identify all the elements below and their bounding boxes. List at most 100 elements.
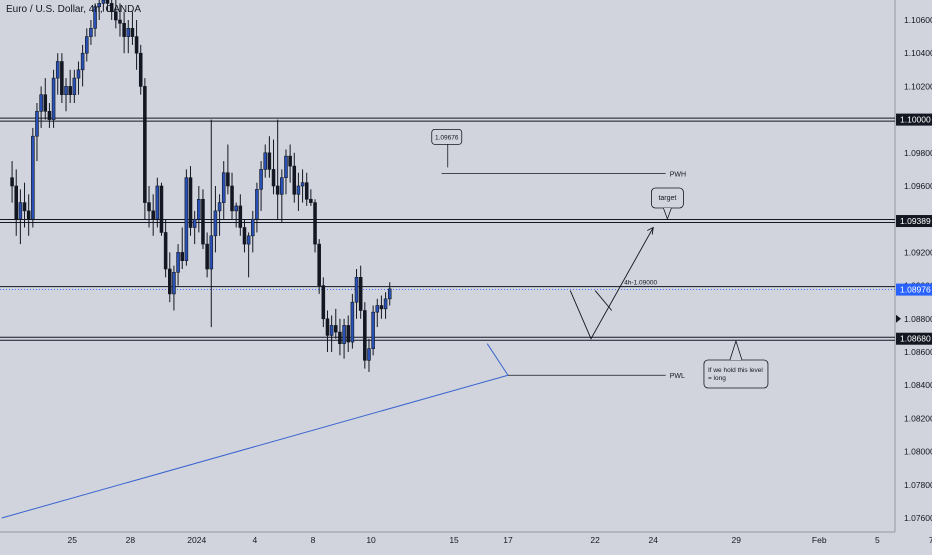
pwl-label: PWL	[670, 373, 685, 380]
hold-callout-label-line1: If we hold this level	[708, 367, 763, 374]
level-price-label: 1.08680	[900, 334, 931, 344]
x-tick-label: 25	[68, 535, 78, 545]
candle-body	[93, 6, 97, 29]
candle-body	[97, 3, 102, 8]
candle-body	[168, 268, 172, 295]
y-tick-label: 1.08200	[904, 413, 932, 423]
candle-body	[209, 235, 214, 270]
hold-callout-label-line2: = long	[708, 375, 726, 382]
candle-body	[14, 185, 19, 220]
x-tick-label: 22	[590, 535, 600, 545]
candle-body	[138, 52, 143, 87]
candle-body	[109, 3, 114, 13]
candle-body	[342, 325, 346, 345]
projection-path	[569, 227, 654, 340]
level-4h-label: 4h-1.09000	[624, 280, 657, 287]
candle-body	[80, 52, 85, 71]
candle-body	[354, 276, 359, 303]
x-tick-label: 8	[311, 535, 316, 545]
candle-body	[205, 243, 209, 270]
candle-body	[188, 177, 193, 228]
candle-body	[147, 202, 151, 212]
projection-dip	[594, 290, 613, 311]
candle-body	[114, 11, 118, 21]
x-tick-label: 28	[126, 535, 136, 545]
level-price-label: 1.09389	[900, 216, 931, 226]
candle-body	[346, 325, 351, 343]
candle-body	[226, 172, 230, 187]
candle-body	[31, 135, 35, 220]
candle-body	[85, 36, 89, 54]
candle-body	[163, 232, 168, 270]
target-callout-label: target	[658, 195, 676, 202]
candle-body	[329, 325, 334, 336]
candle-body	[151, 210, 155, 220]
y-tick-label: 1.07800	[904, 480, 932, 490]
x-tick-label: 15	[449, 535, 459, 545]
current-price-box	[896, 283, 932, 296]
level-price-box	[896, 113, 932, 126]
candle-body	[242, 227, 247, 245]
high-callout-box	[431, 128, 463, 145]
candle-body	[325, 318, 330, 336]
high-callout-label: 1.09676	[435, 134, 459, 141]
y-tick-label: 1.09600	[904, 181, 932, 191]
candle-body	[60, 61, 64, 96]
candle-body	[288, 155, 292, 167]
candle-body	[296, 185, 301, 195]
x-tick-label: 2024	[187, 535, 206, 545]
candle-body	[246, 235, 251, 245]
candle-body	[238, 205, 243, 228]
candle-body	[350, 301, 355, 343]
x-tick-label: 29	[732, 535, 742, 545]
y-tick-label: 1.09800	[904, 148, 932, 158]
x-tick-label: 7	[929, 535, 932, 545]
candle-body	[333, 325, 338, 333]
candle-body	[35, 111, 39, 137]
candle-body	[304, 182, 309, 200]
candle-body	[267, 152, 272, 170]
chart-title: Euro / U.S. Dollar, 4h, OANDA	[6, 4, 142, 15]
x-tick-label: 24	[649, 535, 659, 545]
candle-body	[122, 23, 126, 37]
candle-body	[263, 152, 268, 170]
candle-body	[184, 177, 189, 261]
hold-callout-box	[703, 359, 769, 389]
candle-body	[176, 252, 180, 273]
candle-body	[22, 202, 27, 212]
candle-body	[367, 348, 371, 361]
candle-body	[275, 185, 280, 195]
candle-body	[10, 177, 14, 187]
candle-body	[338, 331, 342, 344]
level-price-box	[896, 332, 932, 345]
candle-body	[234, 205, 238, 212]
candle-body	[68, 86, 72, 96]
y-tick-label: 1.07600	[904, 513, 932, 523]
candle-body	[43, 94, 48, 112]
candle-body	[259, 169, 263, 190]
candle-body	[89, 27, 93, 37]
candle-body	[180, 252, 185, 261]
candle-body	[358, 276, 363, 311]
y-tick-label: 1.08800	[904, 314, 932, 324]
candle-body	[213, 210, 218, 237]
candle-body	[271, 169, 276, 187]
candle-body	[383, 298, 388, 310]
y-tick-label: 1.09200	[904, 247, 932, 257]
candle-body	[159, 185, 164, 233]
candle-body	[280, 177, 284, 195]
candle-body	[309, 198, 313, 203]
candle-body	[284, 155, 288, 178]
x-tick-label: 17	[503, 535, 513, 545]
projection-arrowhead-icon	[647, 226, 654, 235]
x-tick-label: 10	[366, 535, 376, 545]
y-tick-label: 1.08600	[904, 347, 932, 357]
candle-body	[363, 310, 367, 361]
candle-body	[134, 36, 139, 54]
candle-body	[255, 189, 259, 220]
level-price-label: 1.08976	[900, 285, 931, 295]
target-callout-pointer	[663, 207, 672, 221]
